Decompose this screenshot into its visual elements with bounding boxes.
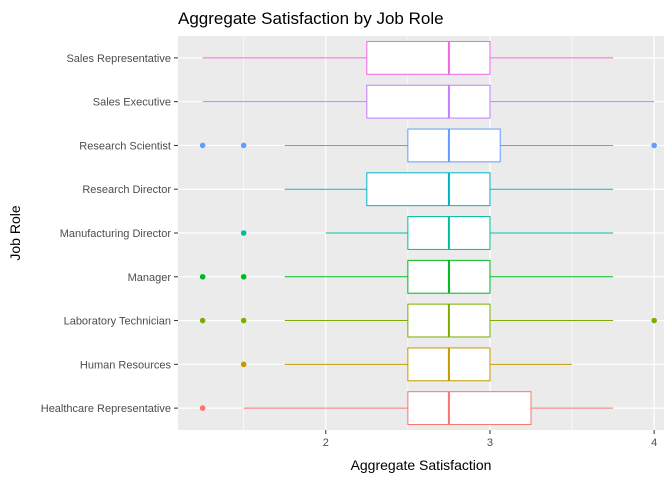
y-axis: Healthcare Representative Human Resources…: [41, 53, 178, 415]
box: [407, 391, 532, 426]
outlier-point: [199, 142, 206, 149]
box: [366, 40, 491, 75]
outlier-point: [199, 405, 206, 411]
chart-title: Aggregate Satisfaction by Job Role: [178, 9, 444, 28]
outlier-point: [651, 317, 657, 324]
y-tick-label: Research Director: [82, 184, 171, 196]
outlier-point: [240, 230, 247, 236]
outlier-point: [240, 142, 247, 149]
y-tick-label: Laboratory Technician: [64, 316, 171, 328]
outlier-point: [199, 273, 206, 280]
box: [366, 84, 491, 119]
box-group: [199, 391, 614, 426]
box-group: [199, 128, 657, 163]
y-tick-label: Sales Executive: [93, 97, 171, 109]
boxes-layer: [199, 40, 657, 426]
box-group: [240, 347, 573, 382]
x-tick-label: 3: [487, 437, 493, 449]
box-group: [199, 303, 657, 338]
box-group: [199, 259, 614, 294]
y-tick-label: Healthcare Representative: [41, 403, 171, 415]
y-tick-label: Human Resources: [80, 359, 172, 371]
box-group: [284, 172, 614, 207]
x-tick-label: 2: [323, 437, 329, 449]
y-tick-label: Manager: [128, 272, 172, 284]
box: [407, 128, 501, 163]
box-group: [202, 40, 614, 75]
outlier-point: [240, 361, 247, 368]
x-axis-title: Aggregate Satisfaction: [351, 457, 492, 473]
outlier-point: [651, 142, 657, 149]
x-axis: 2 3 4: [323, 430, 657, 449]
box: [366, 172, 491, 207]
box-group: [240, 216, 614, 250]
outlier-point: [199, 317, 206, 324]
y-axis-title: Job Role: [7, 205, 23, 260]
y-tick-label: Research Scientist: [79, 140, 171, 152]
outlier-point: [240, 273, 247, 280]
outlier-point: [240, 317, 247, 324]
box-group: [202, 84, 655, 119]
y-tick-label: Manufacturing Director: [60, 228, 172, 240]
y-tick-label: Sales Representative: [66, 53, 171, 65]
x-tick-label: 4: [651, 437, 657, 449]
